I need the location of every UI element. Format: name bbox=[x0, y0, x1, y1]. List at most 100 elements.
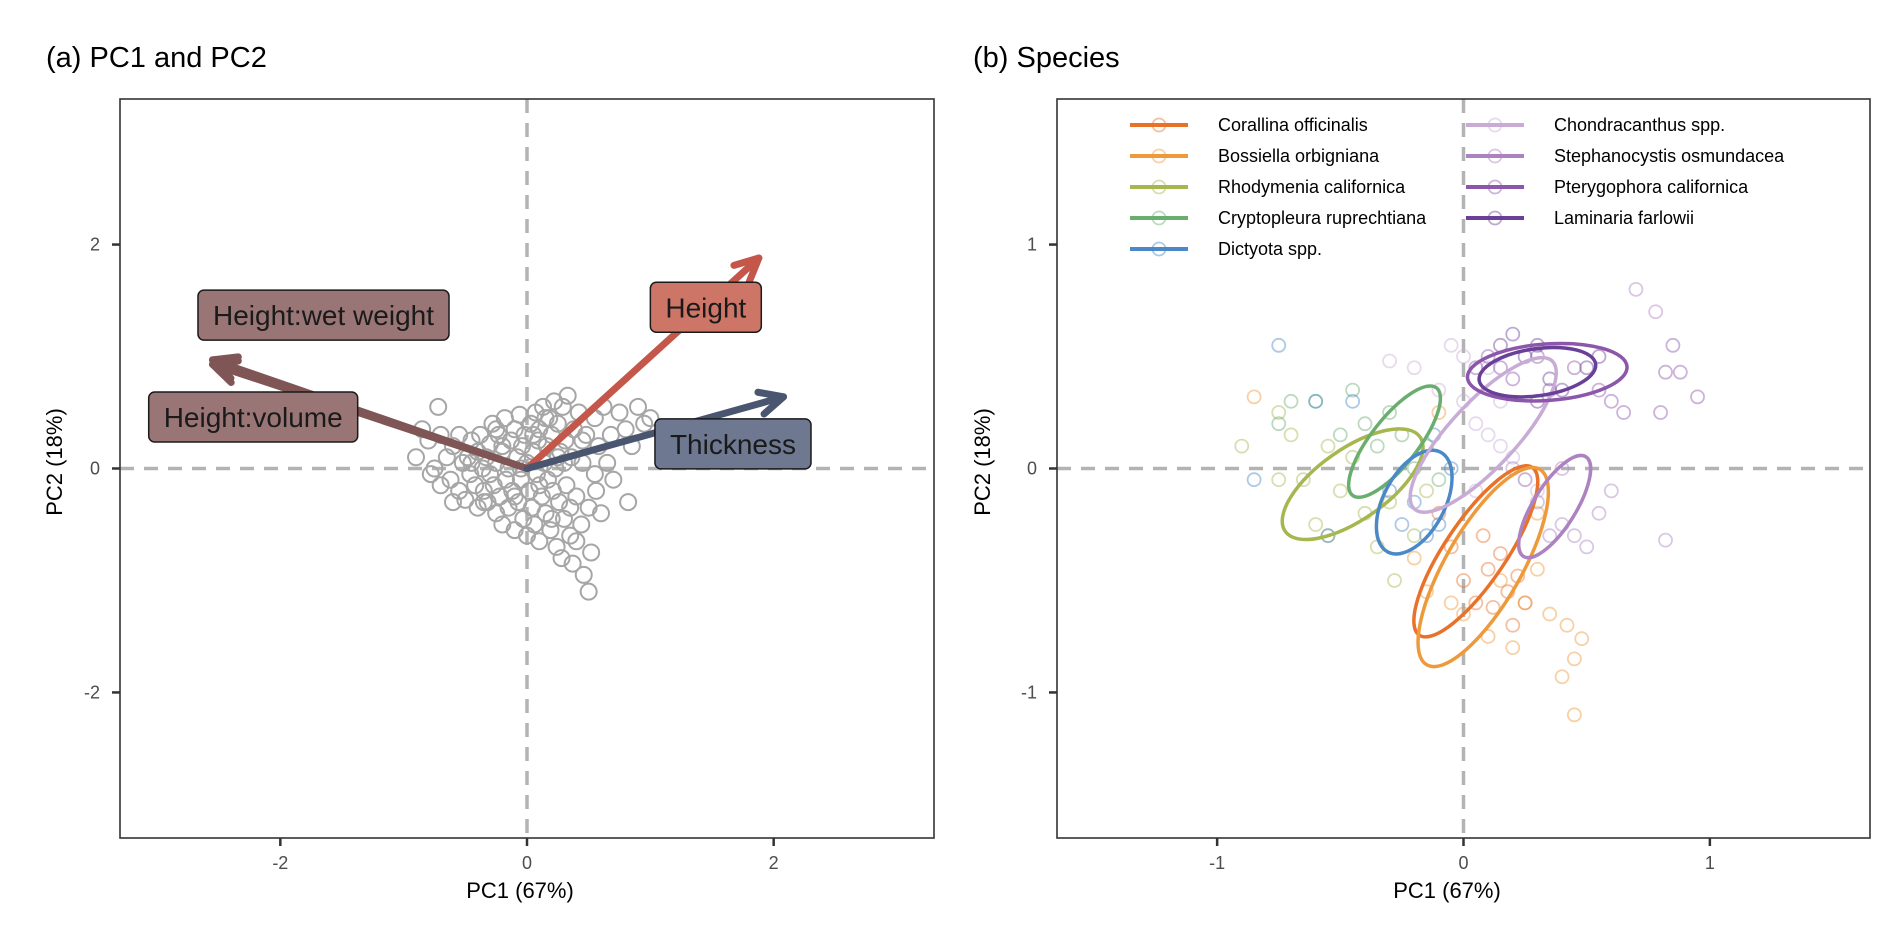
legend-label-bossiella-orbigniana: Bossiella orbigniana bbox=[1218, 146, 1380, 166]
panel-a-point bbox=[450, 481, 469, 500]
ellipse-dictyota-spp bbox=[1374, 448, 1454, 556]
label-height: Height bbox=[649, 281, 763, 334]
panel-b-species: (b) Species PC1 (67%) PC2 (18%) -1 0 1 -1 0 1… bbox=[970, 42, 1871, 903]
panel-a-point bbox=[536, 409, 555, 428]
panel-a-frame bbox=[119, 98, 935, 839]
panel-a-y-axis-title: PC2 (18%) bbox=[42, 408, 67, 516]
panel-a-point bbox=[471, 425, 490, 444]
point-rhodymenia-californica bbox=[1295, 472, 1311, 488]
point-bossiella-orbigniana bbox=[1443, 595, 1459, 611]
point-bossiella-orbigniana bbox=[1406, 550, 1422, 566]
point-chondracanthus-spp bbox=[1468, 416, 1484, 432]
panel-a-point bbox=[474, 481, 493, 500]
point-cryptopleura-ruprechtiana bbox=[1308, 393, 1324, 409]
point-rhodymenia-californica bbox=[1271, 472, 1287, 488]
label-text-height-wet-weight: Height:wet weight bbox=[213, 300, 434, 331]
point-dictyota-spp bbox=[1345, 393, 1361, 409]
panel-a-point bbox=[474, 493, 493, 512]
point-pterygophora-californica bbox=[1653, 405, 1668, 420]
point-pterygophora-californica bbox=[1505, 371, 1521, 387]
label-box-height-volume bbox=[147, 391, 359, 443]
point-corallina-officinalis bbox=[1443, 539, 1459, 555]
point-rhodymenia-californica bbox=[1320, 438, 1336, 454]
ellipse-pterygophora-californica bbox=[1465, 341, 1629, 403]
panel-a-point bbox=[530, 476, 549, 495]
arrowhead-height-volume bbox=[209, 357, 242, 386]
legend-entry-stephanocystis-osmundacea: Stephanocystis osmundacea bbox=[1466, 146, 1785, 166]
panel-a-point bbox=[532, 487, 551, 506]
panel-a-point bbox=[511, 470, 530, 489]
panel-a-point bbox=[505, 487, 524, 506]
point-laminaria-farlowii bbox=[1505, 326, 1521, 342]
ellipse-bossiella-orbigniana bbox=[1416, 465, 1551, 669]
legend-marker-bossiella-orbigniana bbox=[1151, 148, 1167, 164]
panel-b-title: (b) Species bbox=[973, 42, 1120, 74]
panel-b-x-tick-label: 1 bbox=[1705, 853, 1715, 873]
panel-b-y-axis-title: PC2 (18%) bbox=[970, 408, 995, 516]
panel-a-point bbox=[610, 403, 629, 422]
label-text-height: Height bbox=[665, 292, 746, 323]
panel-b-x-axis-title: PC1 (67%) bbox=[1393, 878, 1501, 903]
point-corallina-officinalis bbox=[1468, 595, 1484, 611]
point-chondracanthus-spp bbox=[1406, 360, 1422, 376]
label-box-thickness bbox=[654, 418, 812, 470]
panel-b-y-tick-label: -1 bbox=[1021, 682, 1037, 702]
legend-entry-pterygophora-californica: Pterygophora californica bbox=[1466, 177, 1749, 197]
point-stephanocystis-osmundacea bbox=[1648, 304, 1664, 320]
panel-a-point bbox=[567, 532, 586, 551]
panel-a-x-tick-label: 0 bbox=[522, 853, 532, 873]
point-rhodymenia-californica bbox=[1382, 494, 1397, 510]
point-pterygophora-californica bbox=[1672, 364, 1688, 380]
point-corallina-officinalis bbox=[1485, 599, 1501, 615]
point-pterygophora-californica bbox=[1658, 364, 1673, 380]
point-dictyota-spp bbox=[1271, 337, 1287, 353]
panel-a-point bbox=[499, 498, 518, 517]
panel-a-y-tick-label: 2 bbox=[90, 235, 100, 255]
point-cryptopleura-ruprechtiana bbox=[1283, 393, 1299, 409]
point-stephanocystis-osmundacea bbox=[1658, 532, 1673, 548]
label-box-height bbox=[649, 281, 763, 334]
panel-a-point bbox=[534, 397, 553, 416]
panel-a-points bbox=[407, 386, 660, 601]
panel-a-point bbox=[431, 476, 450, 495]
panel-a-point bbox=[582, 543, 601, 562]
panel-a-y-tick-label: -2 bbox=[84, 682, 100, 702]
panel-b-reference-lines bbox=[1057, 99, 1870, 838]
panel-a-point bbox=[557, 476, 576, 495]
panel-a-point bbox=[468, 498, 487, 517]
point-dictyota-spp bbox=[1419, 528, 1434, 544]
panel-a-point bbox=[574, 565, 593, 584]
panel-b-x-tick-label: -1 bbox=[1209, 853, 1225, 873]
arrow-height-volume bbox=[209, 360, 531, 472]
panel-b-ellipses bbox=[1280, 341, 1629, 669]
point-chondracanthus-spp bbox=[1456, 349, 1471, 364]
panel-a-point bbox=[567, 487, 586, 506]
panel-b-x-tick-label: 0 bbox=[1458, 853, 1468, 873]
legend-marker-corallina-officinalis bbox=[1151, 117, 1167, 133]
point-stephanocystis-osmundacea bbox=[1579, 539, 1595, 555]
point-chondracanthus-spp bbox=[1480, 360, 1496, 376]
panel-a-point bbox=[530, 532, 549, 551]
panel-a-point bbox=[542, 509, 561, 528]
point-cryptopleura-ruprechtiana bbox=[1357, 416, 1373, 432]
legend-label-laminaria-farlowii: Laminaria farlowii bbox=[1554, 208, 1694, 228]
panel-a-x-axis-title: PC1 (67%) bbox=[466, 878, 574, 903]
panel-a-title: (a) PC1 and PC2 bbox=[46, 42, 267, 74]
panel-a-point bbox=[513, 437, 532, 456]
point-corallina-officinalis bbox=[1517, 595, 1533, 611]
label-text-thickness: Thickness bbox=[670, 429, 796, 460]
panel-a-x-tick-label: -2 bbox=[272, 853, 288, 873]
point-stephanocystis-osmundacea bbox=[1603, 483, 1619, 499]
panel-a-point bbox=[573, 431, 592, 450]
panel-a-point bbox=[552, 549, 571, 568]
point-rhodymenia-californica bbox=[1283, 427, 1299, 443]
point-bossiella-orbigniana bbox=[1566, 651, 1582, 667]
point-stephanocystis-osmundacea bbox=[1566, 528, 1582, 544]
panel-a-y-tick-label: 0 bbox=[90, 459, 100, 479]
panel-a-point bbox=[555, 509, 573, 528]
point-rhodymenia-californica bbox=[1332, 483, 1348, 499]
point-cryptopleura-ruprechtiana bbox=[1369, 438, 1385, 454]
panel-a-point bbox=[541, 521, 560, 540]
point-stephanocystis-osmundacea bbox=[1591, 505, 1607, 521]
